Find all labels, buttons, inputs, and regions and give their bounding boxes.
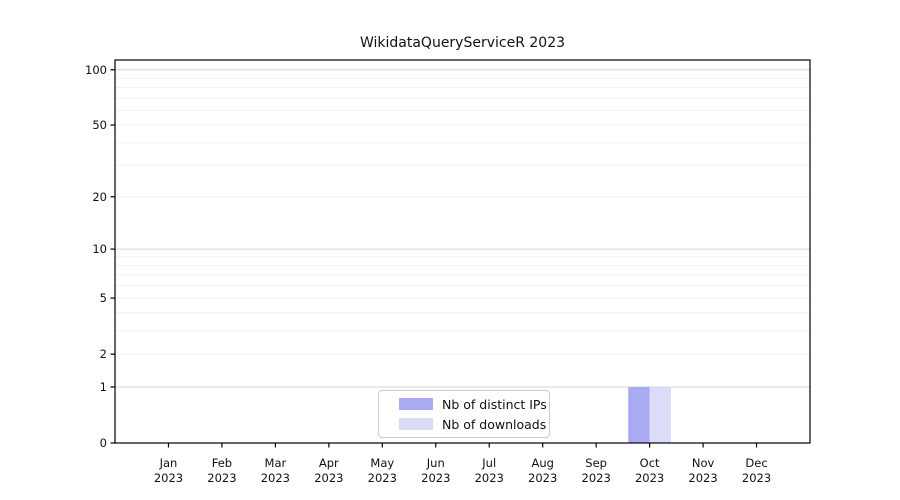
y-tick-label: 2 bbox=[100, 347, 107, 361]
x-tick-label: Oct 2023 bbox=[635, 456, 664, 485]
x-tick-label: Dec 2023 bbox=[742, 456, 771, 485]
y-tick-label: 0 bbox=[100, 436, 107, 450]
x-tick-label: Jan 2023 bbox=[154, 456, 183, 485]
y-tick-label: 50 bbox=[92, 118, 107, 132]
x-tick-label: May 2023 bbox=[368, 456, 397, 485]
chart-title: WikidataQueryServiceR 2023 bbox=[359, 35, 566, 51]
legend-item-distinct-ips: Nb of distinct IPs bbox=[399, 395, 547, 413]
x-tick-label: Aug 2023 bbox=[528, 456, 557, 485]
bar-0-9 bbox=[628, 386, 650, 443]
x-tick-label: Mar 2023 bbox=[261, 456, 290, 485]
bar-1-9 bbox=[649, 386, 671, 443]
plot-border bbox=[114, 59, 811, 444]
legend-label-distinct-ips: Nb of distinct IPs bbox=[442, 396, 547, 412]
legend: Nb of distinct IPs Nb of downloads bbox=[378, 390, 550, 438]
x-tick-label: Nov 2023 bbox=[688, 456, 717, 485]
x-tick-label: Jul 2023 bbox=[475, 456, 504, 485]
y-tick-label: 10 bbox=[92, 242, 107, 256]
y-tick-label: 5 bbox=[100, 291, 107, 305]
legend-swatch-distinct-ips bbox=[399, 398, 433, 410]
x-tick-label: Sep 2023 bbox=[582, 456, 611, 485]
y-tick-label: 20 bbox=[92, 190, 107, 204]
y-tick-label: 1 bbox=[100, 380, 107, 394]
x-tick-label: Feb 2023 bbox=[207, 456, 236, 485]
x-tick-label: Jun 2023 bbox=[421, 456, 450, 485]
legend-label-downloads: Nb of downloads bbox=[442, 416, 547, 432]
y-tick-label: 100 bbox=[85, 63, 107, 77]
x-tick-label: Apr 2023 bbox=[314, 456, 343, 485]
legend-swatch-downloads bbox=[399, 418, 433, 430]
legend-item-downloads: Nb of downloads bbox=[399, 415, 546, 433]
